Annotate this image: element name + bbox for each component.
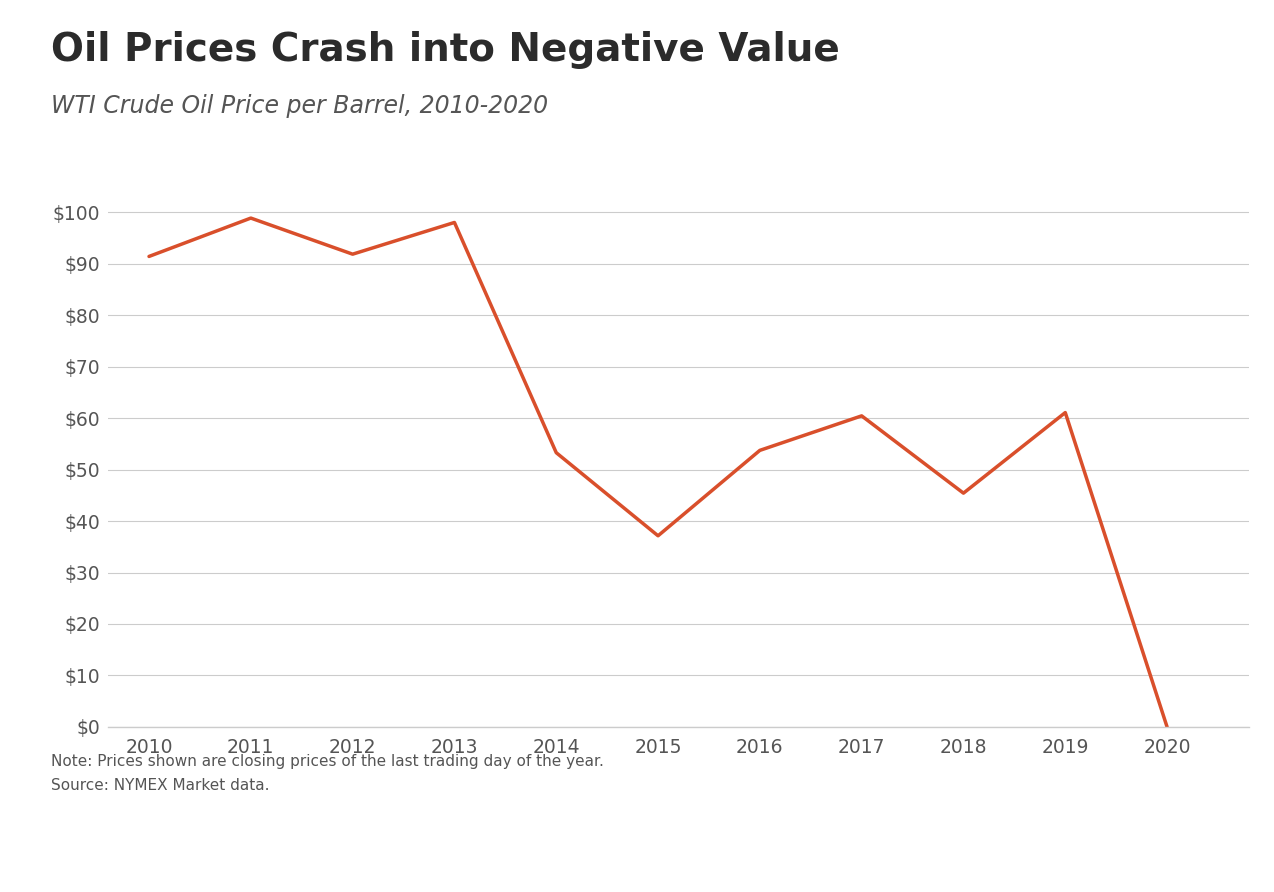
Text: TAX FOUNDATION: TAX FOUNDATION [23, 853, 229, 873]
Text: Oil Prices Crash into Negative Value: Oil Prices Crash into Negative Value [51, 31, 840, 70]
Text: WTI Crude Oil Price per Barrel, 2010-2020: WTI Crude Oil Price per Barrel, 2010-202… [51, 94, 548, 118]
Text: @TaxFoundation: @TaxFoundation [1059, 853, 1251, 873]
Text: Note: Prices shown are closing prices of the last trading day of the year.: Note: Prices shown are closing prices of… [51, 754, 604, 769]
Text: Source: NYMEX Market data.: Source: NYMEX Market data. [51, 778, 270, 793]
